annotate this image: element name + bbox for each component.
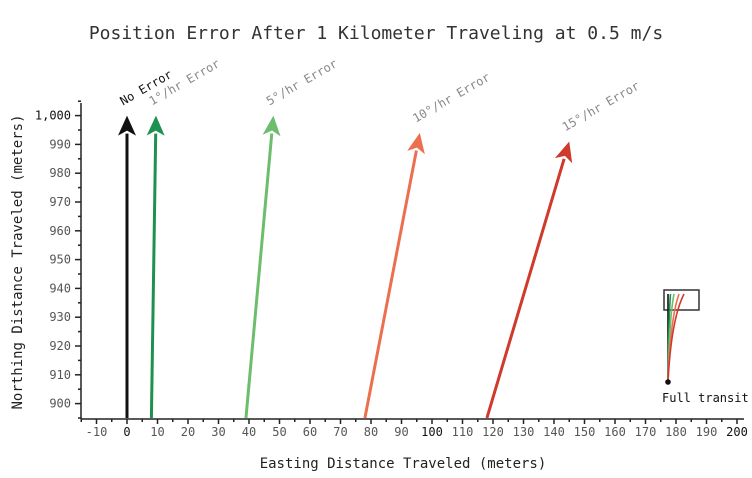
arrow-head: [554, 141, 573, 164]
x-axis-title: Easting Distance Traveled (meters): [260, 456, 547, 472]
series-line: [485, 158, 566, 419]
y-axis-title: Northing Distance Traveled (meters): [10, 114, 26, 409]
x-tick-label: 160: [604, 425, 626, 439]
chart-title: Position Error After 1 Kilometer Traveli…: [89, 23, 663, 44]
x-tick-label: 120: [482, 425, 504, 439]
arrow-head: [118, 115, 136, 136]
x-tick-label: 140: [543, 425, 565, 439]
x-tick-label: 110: [452, 425, 474, 439]
series-line: [363, 150, 418, 419]
x-tick-label: 0: [123, 425, 130, 439]
y-tick-label: 940: [49, 281, 71, 295]
x-tick-label: 80: [364, 425, 378, 439]
x-tick-label: 10: [150, 425, 164, 439]
y-tick-label: 930: [49, 310, 71, 324]
x-tick-label: 90: [394, 425, 408, 439]
series-line: [149, 133, 158, 419]
series-label: 5°/hr Error: [264, 56, 340, 108]
series-arrow: 15°/hr Error: [485, 79, 642, 419]
x-tick-label: -10: [86, 425, 108, 439]
y-tick-label: 980: [49, 166, 71, 180]
inset-track: [667, 293, 685, 383]
x-tick-label: 170: [635, 425, 657, 439]
x-axis: -10 0 10 20 30 40 50 60 70 80 90 100 110 120 130 140 150…: [80, 418, 748, 439]
y-tick-label: 910: [49, 368, 71, 382]
x-tick-label: 20: [181, 425, 195, 439]
arrow-head: [407, 132, 425, 155]
y-tick-label: 1,000: [35, 109, 71, 123]
series-arrow: No Error: [118, 67, 175, 418]
series-arrow: 1°/hr Error: [146, 56, 222, 419]
x-tick-label: 100: [421, 425, 443, 439]
series-arrow: 5°/hr Error: [244, 56, 340, 419]
y-tick-label: 950: [49, 253, 71, 267]
arrow-head: [146, 115, 165, 136]
x-tick-label: 70: [333, 425, 347, 439]
x-tick-label: 200: [726, 425, 748, 439]
x-tick-label: 30: [211, 425, 225, 439]
y-tick-label: 970: [49, 195, 71, 209]
x-tick-label: 130: [513, 425, 535, 439]
x-tick-label: 180: [665, 425, 687, 439]
inset-start-point: [665, 379, 671, 385]
series-line: [244, 133, 274, 419]
arrow-head: [262, 115, 281, 137]
x-tick-label: 190: [696, 425, 718, 439]
x-tick-label: 50: [272, 425, 286, 439]
y-tick-label: 960: [49, 224, 71, 238]
y-tick-label: 920: [49, 339, 71, 353]
y-tick-label: 900: [49, 397, 71, 411]
series-label: 10°/hr Error: [410, 70, 492, 125]
y-tick-label: 990: [49, 137, 71, 151]
x-tick-label: 150: [574, 425, 596, 439]
full-transit-inset: Full transit: [662, 289, 749, 405]
series-arrow: 10°/hr Error: [363, 70, 492, 419]
x-tick-label: 60: [303, 425, 317, 439]
inset-zoom-box: [663, 289, 700, 311]
y-axis: 900 910 920 930 940 950 960 970 980 990 1,000: [35, 100, 82, 419]
series-label: 15°/hr Error: [560, 79, 642, 134]
inset-label: Full transit: [662, 391, 749, 405]
x-tick-label: 40: [242, 425, 256, 439]
